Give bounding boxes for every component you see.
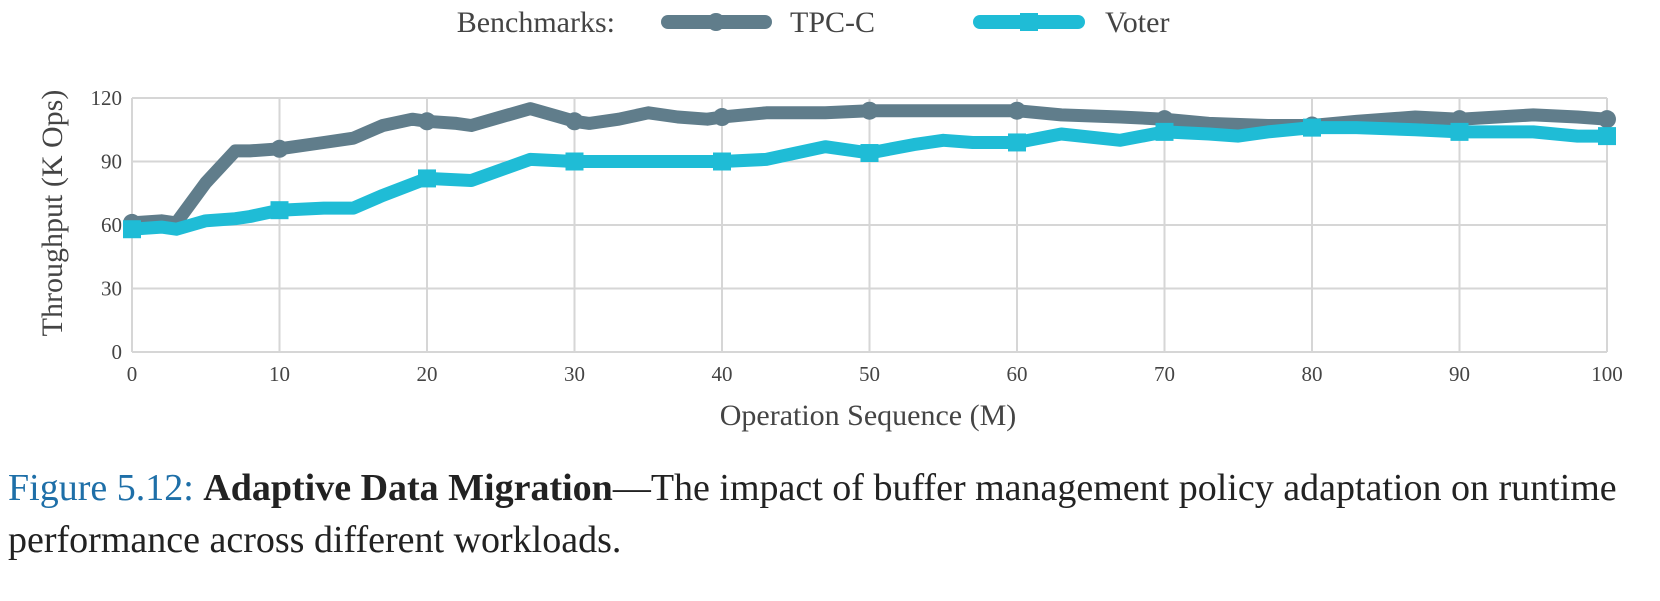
x-tick-label: 70 (1154, 362, 1175, 386)
data-point-tpcc (565, 112, 584, 131)
data-point-voter (860, 144, 879, 163)
data-point-tpcc (270, 139, 289, 158)
y-tick-labels: 0 30 60 90 120 (91, 86, 123, 364)
legend-marker-tpcc (707, 13, 725, 31)
x-tick-label: 90 (1449, 362, 1470, 386)
data-point-tpcc (1008, 101, 1026, 120)
data-point-voter (1450, 122, 1469, 141)
data-point-voter (1008, 133, 1026, 152)
y-tick-label: 90 (101, 150, 122, 174)
x-tick-label: 0 (127, 362, 138, 386)
data-point-voter (123, 220, 141, 239)
data-point-tpcc (713, 108, 731, 127)
x-tick-label: 50 (859, 362, 880, 386)
data-point-voter (565, 152, 584, 171)
figure-caption: Figure 5.12: Adaptive Data Migration—The… (8, 462, 1658, 566)
data-point-tpcc (1598, 110, 1616, 129)
data-point-voter (418, 169, 436, 188)
caption-dash: — (612, 467, 651, 509)
legend-label-tpcc: TPC-C (790, 6, 875, 39)
data-point-voter (1155, 122, 1174, 141)
x-axis-title: Operation Sequence (M) (720, 399, 1017, 432)
y-axis-title: Throughput (K Ops) (36, 90, 69, 337)
y-tick-label: 60 (101, 213, 122, 237)
x-tick-label: 100 (1591, 362, 1623, 386)
line-chart: Benchmarks: TPC-C Voter 0 30 60 90 120 0 10 20… (36, 6, 1623, 432)
figure-number: Figure 5.12: (8, 467, 194, 509)
y-tick-label: 0 (112, 340, 123, 364)
legend-marker-voter (1020, 13, 1038, 31)
x-tick-label: 60 (1007, 362, 1028, 386)
x-tick-label: 80 (1302, 362, 1323, 386)
legend: Benchmarks: TPC-C Voter (457, 6, 1170, 39)
data-point-tpcc (860, 101, 879, 120)
series-voter (123, 118, 1616, 239)
x-tick-label: 30 (564, 362, 585, 386)
data-point-tpcc (418, 112, 436, 131)
data-point-voter (1303, 118, 1321, 137)
x-tick-label: 10 (269, 362, 290, 386)
legend-title: Benchmarks: (457, 6, 615, 39)
legend-item-tpcc: TPC-C (661, 6, 875, 39)
data-point-voter (1598, 127, 1616, 146)
y-tick-label: 30 (101, 277, 122, 301)
series (123, 101, 1616, 239)
legend-label-voter: Voter (1105, 6, 1169, 39)
caption-text: The impact of buffer management policy a… (8, 467, 1617, 561)
legend-item-voter: Voter (973, 6, 1169, 39)
x-tick-label: 40 (712, 362, 733, 386)
y-tick-label: 120 (91, 86, 123, 110)
data-point-voter (713, 152, 731, 171)
data-point-voter (270, 201, 289, 220)
x-tick-label: 20 (417, 362, 438, 386)
figure-title: Adaptive Data Migration (203, 467, 613, 509)
x-tick-labels: 0 10 20 30 40 50 60 70 80 90 100 (127, 362, 1623, 386)
